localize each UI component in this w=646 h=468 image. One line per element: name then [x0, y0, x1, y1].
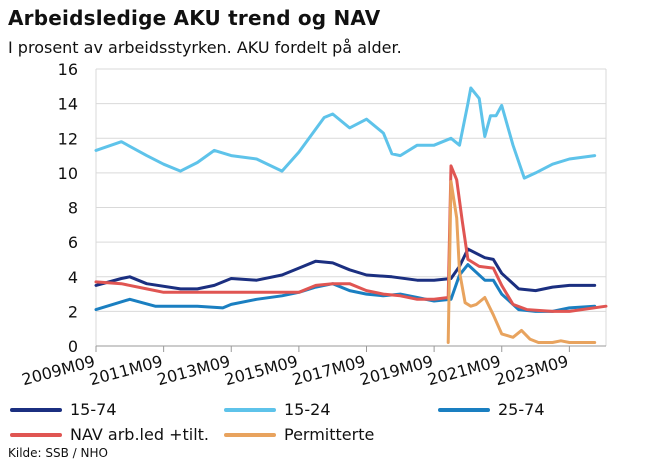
- x-tick-label: 2019M09: [358, 352, 435, 390]
- legend-label-permitterte: Permitterte: [284, 425, 375, 444]
- legend-swatch-15-74: [10, 407, 62, 412]
- legend-label-nav: NAV arb.led +tilt.: [70, 425, 210, 444]
- chart-subtitle: I prosent av arbeidsstyrken. AKU fordelt…: [8, 38, 402, 57]
- y-tick-label: 16: [58, 60, 78, 79]
- legend-item-15-74: 15-74: [10, 400, 117, 419]
- series-line-0: [94, 247, 597, 293]
- x-tick-label: 2023M09: [493, 352, 570, 390]
- legend-swatch-nav: [10, 432, 62, 437]
- y-tick-label: 12: [58, 129, 78, 148]
- x-tick-label: 2009M09: [20, 352, 97, 390]
- series-line-1: [94, 86, 597, 180]
- source-note: Kilde: SSB / NHO: [8, 446, 108, 460]
- y-tick-label: 6: [68, 233, 78, 252]
- y-tick-label: 4: [68, 268, 78, 287]
- legend-swatch-25-74: [438, 407, 490, 412]
- legend-swatch-15-24: [224, 407, 276, 412]
- x-tick-label: 2013M09: [155, 352, 232, 390]
- y-tick-label: 14: [58, 95, 78, 114]
- legend-swatch-permitterte: [224, 432, 276, 437]
- x-tick-label: 2011M09: [87, 352, 164, 390]
- legend-item-nav: NAV arb.led +tilt.: [10, 425, 209, 444]
- y-tick-label: 8: [68, 199, 78, 218]
- x-tick-label: 2017M09: [290, 352, 367, 390]
- y-tick-label: 2: [68, 302, 78, 321]
- legend-item-15-24: 15-24: [224, 400, 331, 419]
- legend-item-permitterte: Permitterte: [224, 425, 374, 444]
- legend-label-15-24: 15-24: [284, 400, 331, 419]
- series-line-2: [94, 263, 597, 313]
- legend-item-25-74: 25-74: [438, 400, 545, 419]
- y-tick-label: 0: [68, 337, 78, 356]
- x-tick-label: 2021M09: [426, 352, 503, 390]
- legend-label-25-74: 25-74: [498, 400, 545, 419]
- x-tick-label: 2015M09: [223, 352, 300, 390]
- y-tick-label: 10: [58, 164, 78, 183]
- chart-title: Arbeidsledige AKU trend og NAV: [8, 6, 381, 30]
- legend-label-15-74: 15-74: [70, 400, 117, 419]
- series-line-4: [446, 180, 597, 344]
- series-line-3: [94, 164, 608, 313]
